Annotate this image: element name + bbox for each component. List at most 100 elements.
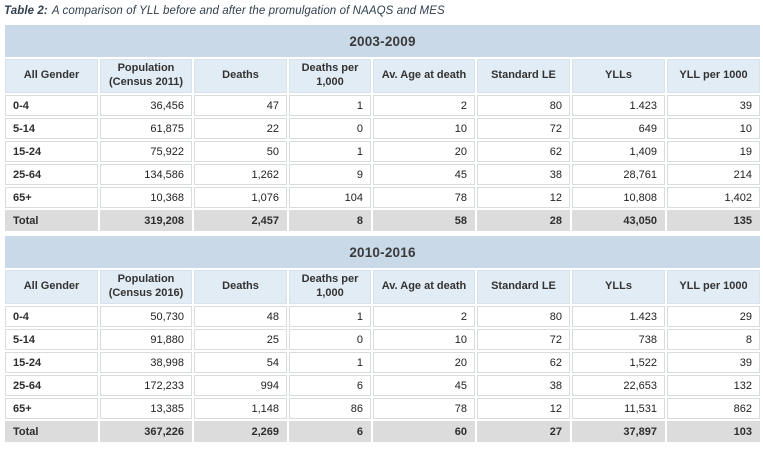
value-cell: 214 — [667, 164, 760, 185]
value-cell: 10,808 — [572, 187, 665, 208]
value-cell: 0 — [289, 118, 371, 139]
value-cell: 19 — [667, 141, 760, 162]
table-row: 65+ 10,368 1,076 104 78 12 10,808 1,402 — [5, 187, 760, 208]
table-row: 65+ 13,385 1,148 86 78 12 11,531 862 — [5, 398, 760, 419]
table-row: 15-24 75,922 50 1 20 62 1,409 19 — [5, 141, 760, 162]
value-cell: 78 — [373, 187, 475, 208]
age-group-cell: 65+ — [5, 187, 98, 208]
column-header-row: All Gender Population (Census 2011) Deat… — [5, 59, 760, 93]
value-cell: 58 — [373, 210, 475, 231]
value-cell: 72 — [477, 118, 570, 139]
value-cell: 25 — [194, 329, 287, 350]
value-cell: 2,269 — [194, 421, 287, 442]
col-header-av-age-at-death: Av. Age at death — [373, 59, 475, 93]
value-cell: 1,522 — [572, 352, 665, 373]
value-cell: 649 — [572, 118, 665, 139]
table-row: 0-4 36,456 47 1 2 80 1.423 39 — [5, 95, 760, 116]
table-body-2010-2016: 0-4 50,730 48 1 2 80 1.423 29 5-14 91,880 25 0 10 72 7… — [5, 306, 760, 442]
value-cell: 80 — [477, 95, 570, 116]
value-cell: 1,076 — [194, 187, 287, 208]
table-row: 5-14 61,875 22 0 10 72 649 10 — [5, 118, 760, 139]
value-cell: 62 — [477, 352, 570, 373]
value-cell: 738 — [572, 329, 665, 350]
value-cell: 47 — [194, 95, 287, 116]
value-cell: 28,761 — [572, 164, 665, 185]
value-cell: 1.423 — [572, 95, 665, 116]
column-header-row: All Gender Population (Census 2016) Deat… — [5, 270, 760, 304]
col-header-av-age-at-death: Av. Age at death — [373, 270, 475, 304]
value-cell: 135 — [667, 210, 760, 231]
value-cell: 1,402 — [667, 187, 760, 208]
value-cell: 172,233 — [100, 375, 192, 396]
table-caption-number: Table 2: — [4, 5, 48, 17]
period-label: 2010-2016 — [5, 236, 760, 268]
value-cell: 2 — [373, 306, 475, 327]
value-cell: 43,050 — [572, 210, 665, 231]
value-cell: 29 — [667, 306, 760, 327]
col-header-yll-per-1000: YLL per 1000 — [667, 270, 760, 304]
value-cell: 134,586 — [100, 164, 192, 185]
age-group-cell: 0-4 — [5, 95, 98, 116]
table-caption: Table 2: A comparison of YLL before and a… — [4, 5, 761, 17]
value-cell: 12 — [477, 187, 570, 208]
value-cell: 45 — [373, 164, 475, 185]
value-cell: 78 — [373, 398, 475, 419]
col-header-ylls: YLLs — [572, 59, 665, 93]
value-cell: 6 — [289, 375, 371, 396]
value-cell: 8 — [667, 329, 760, 350]
value-cell: 80 — [477, 306, 570, 327]
value-cell: 1 — [289, 306, 371, 327]
value-cell: 10 — [667, 118, 760, 139]
value-cell: 103 — [667, 421, 760, 442]
value-cell: 1,148 — [194, 398, 287, 419]
table-row: 0-4 50,730 48 1 2 80 1.423 29 — [5, 306, 760, 327]
age-group-cell: 0-4 — [5, 306, 98, 327]
total-label-cell: Total — [5, 421, 98, 442]
value-cell: 36,456 — [100, 95, 192, 116]
value-cell: 319,208 — [100, 210, 192, 231]
table-caption-text: A comparison of YLL before and after the… — [51, 5, 445, 17]
value-cell: 50 — [194, 141, 287, 162]
value-cell: 48 — [194, 306, 287, 327]
value-cell: 1.423 — [572, 306, 665, 327]
age-group-cell: 5-14 — [5, 118, 98, 139]
value-cell: 39 — [667, 352, 760, 373]
value-cell: 86 — [289, 398, 371, 419]
age-group-cell: 15-24 — [5, 141, 98, 162]
age-group-cell: 25-64 — [5, 164, 98, 185]
col-header-yll-per-1000: YLL per 1000 — [667, 59, 760, 93]
value-cell: 60 — [373, 421, 475, 442]
period-band-row: 2010-2016 — [5, 236, 760, 268]
total-row: Total 367,226 2,269 6 60 27 37,897 103 — [5, 421, 760, 442]
col-header-standard-le: Standard LE — [477, 59, 570, 93]
value-cell: 62 — [477, 141, 570, 162]
col-header-population: Population (Census 2016) — [100, 270, 192, 304]
value-cell: 45 — [373, 375, 475, 396]
value-cell: 0 — [289, 329, 371, 350]
age-group-cell: 25-64 — [5, 375, 98, 396]
value-cell: 132 — [667, 375, 760, 396]
value-cell: 72 — [477, 329, 570, 350]
value-cell: 38 — [477, 375, 570, 396]
value-cell: 104 — [289, 187, 371, 208]
value-cell: 38 — [477, 164, 570, 185]
value-cell: 13,385 — [100, 398, 192, 419]
table-body-2003-2009: 0-4 36,456 47 1 2 80 1.423 39 5-14 61,875 22 0 10 72 6… — [5, 95, 760, 231]
value-cell: 1 — [289, 141, 371, 162]
value-cell: 862 — [667, 398, 760, 419]
value-cell: 10 — [373, 329, 475, 350]
value-cell: 54 — [194, 352, 287, 373]
value-cell: 50,730 — [100, 306, 192, 327]
value-cell: 28 — [477, 210, 570, 231]
yll-table-2010-2016: 2010-2016 All Gender Population (Census … — [3, 234, 762, 444]
table-row: 5-14 91,880 25 0 10 72 738 8 — [5, 329, 760, 350]
value-cell: 1,409 — [572, 141, 665, 162]
value-cell: 20 — [373, 352, 475, 373]
value-cell: 10 — [373, 118, 475, 139]
age-group-cell: 5-14 — [5, 329, 98, 350]
col-header-all-gender: All Gender — [5, 59, 98, 93]
table-row: 15-24 38,998 54 1 20 62 1,522 39 — [5, 352, 760, 373]
col-header-all-gender: All Gender — [5, 270, 98, 304]
col-header-deaths: Deaths — [194, 59, 287, 93]
period-band-row: 2003-2009 — [5, 25, 760, 57]
